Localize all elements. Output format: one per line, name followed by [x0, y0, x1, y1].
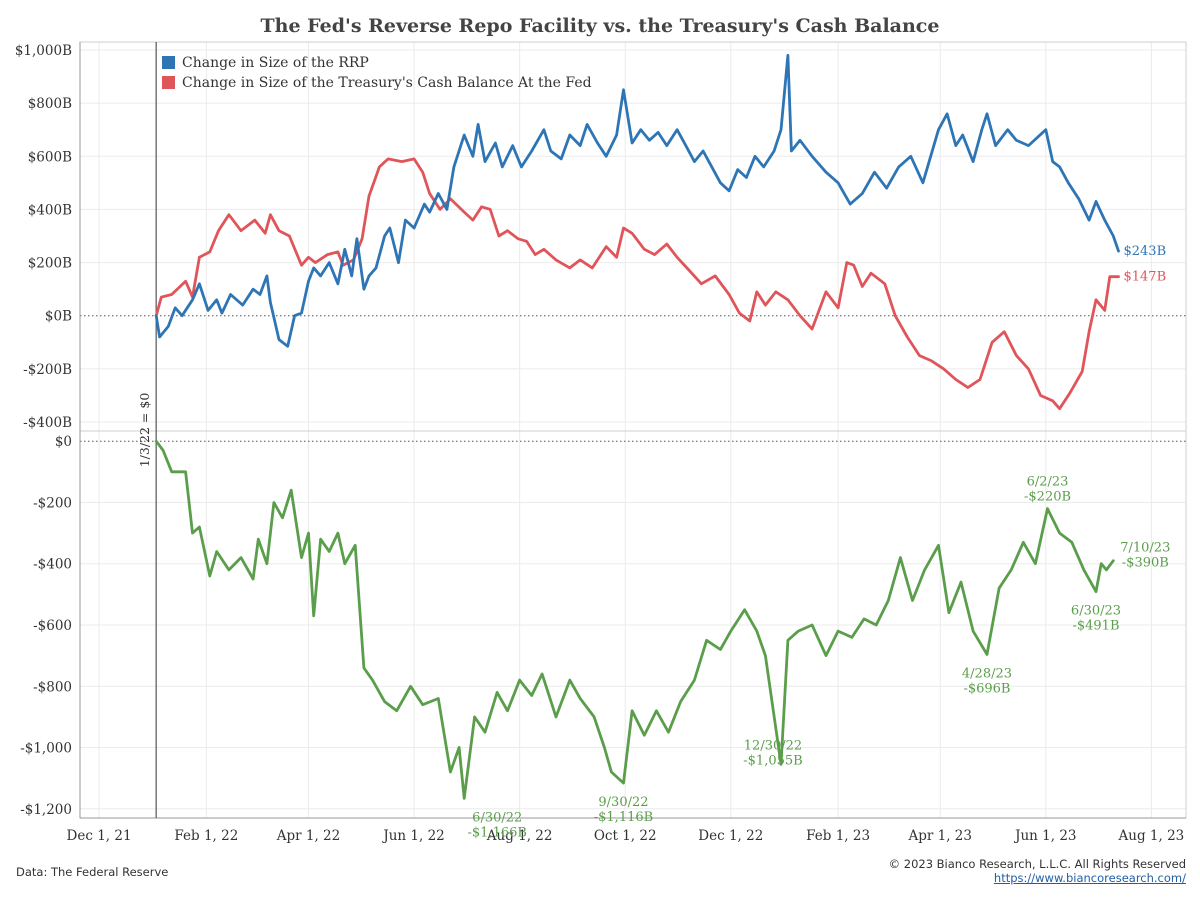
y-tick-label-bottom: -$800 — [33, 679, 72, 695]
y-tick-label-top: $600B — [28, 149, 72, 165]
tga-series-line — [154, 157, 1120, 411]
legend: Change in Size of the RRP Change in Size … — [162, 55, 592, 91]
annotation-date: 6/30/22 — [472, 810, 522, 825]
y-tick-label-top: $200B — [28, 256, 72, 272]
axes: Dec 1, 21 Feb 1, 22 Apr 1, 22 Jun 1, 22 Aug … — [15, 41, 1187, 844]
y-tick-label-top: -$400B — [23, 415, 72, 431]
legend-label: Change in Size of the RRP — [182, 55, 369, 71]
annotation-value: -$1,116B — [594, 810, 653, 825]
x-tick-label: Aug 1, 23 — [1118, 828, 1185, 844]
y-tick-label-bottom: -$600 — [33, 618, 72, 634]
series-lines — [154, 53, 1120, 800]
annotation-value: -$491B — [1072, 619, 1119, 634]
legend-swatch — [162, 56, 175, 69]
tga-end-label: $147B — [1123, 270, 1166, 285]
x-tick-label: Apr 1, 22 — [276, 828, 341, 844]
legend-swatch — [162, 76, 175, 89]
annotation-date: 9/30/22 — [598, 795, 648, 810]
x-tick-label: Oct 1, 22 — [594, 828, 657, 844]
x-tick-label: Feb 1, 22 — [174, 828, 238, 844]
annotation-value: -$696B — [963, 681, 1010, 696]
x-tick-label: Jun 1, 22 — [381, 828, 444, 844]
copyright-text: © 2023 Bianco Research, L.L.C. All Right… — [888, 857, 1186, 871]
gridlines — [80, 42, 1186, 818]
annotation-date: 7/10/23 — [1120, 541, 1170, 556]
y-tick-label-top: $400B — [28, 202, 72, 218]
copyright-block: © 2023 Bianco Research, L.L.C. All Right… — [889, 857, 1186, 885]
y-tick-label-bottom: -$1,000 — [20, 741, 72, 757]
rrp-end-label: $243B — [1123, 244, 1166, 259]
start-reference-label: 1/3/22 = $0 — [137, 393, 152, 468]
website-link[interactable]: https://www.biancoresearch.com/ — [993, 871, 1186, 885]
x-tick-label: Apr 1, 23 — [907, 828, 972, 844]
annotation-value: -$220B — [1024, 490, 1071, 505]
annotation-value: -$1,055B — [743, 753, 802, 768]
x-tick-label: Dec 1, 21 — [67, 828, 132, 844]
annotation-date: 4/28/23 — [962, 666, 1012, 681]
annotation-date: 6/30/23 — [1071, 604, 1121, 619]
plot-frame — [79, 41, 1187, 819]
y-tick-label-top: -$200B — [23, 362, 72, 378]
difference-series-line — [154, 439, 1115, 800]
y-tick-label-top: $1,000B — [15, 43, 72, 59]
y-tick-label-bottom: -$400 — [33, 557, 72, 573]
annotation-date: 6/2/23 — [1027, 475, 1069, 490]
annotation-value: -$1,166B — [468, 825, 527, 840]
x-tick-label: Jun 1, 23 — [1013, 828, 1076, 844]
chart-title: The Fed's Reverse Repo Facility vs. the … — [261, 15, 940, 37]
y-tick-label-top: $0B — [45, 309, 72, 325]
labels: $243B $147B 6/30/22-$1,166B 9/30/22-$1,116B… — [468, 244, 1171, 840]
y-tick-label-top: $800B — [28, 96, 72, 112]
x-tick-label: Aug 1, 22 — [486, 828, 553, 844]
y-tick-label-bottom: $0 — [55, 434, 72, 450]
data-source: Data: The Federal Reserve — [16, 865, 169, 879]
legend-label: Change in Size of the Treasury's Cash Ba… — [182, 75, 592, 91]
annotation-value: -$390B — [1122, 556, 1169, 571]
annotation-date: 12/30/22 — [744, 738, 802, 753]
rrp-series-line — [154, 53, 1120, 348]
y-tick-label-bottom: -$200 — [33, 495, 72, 511]
x-tick-label: Dec 1, 22 — [698, 828, 763, 844]
x-tick-label: Feb 1, 23 — [806, 828, 870, 844]
y-tick-label-bottom: -$1,200 — [20, 802, 72, 818]
